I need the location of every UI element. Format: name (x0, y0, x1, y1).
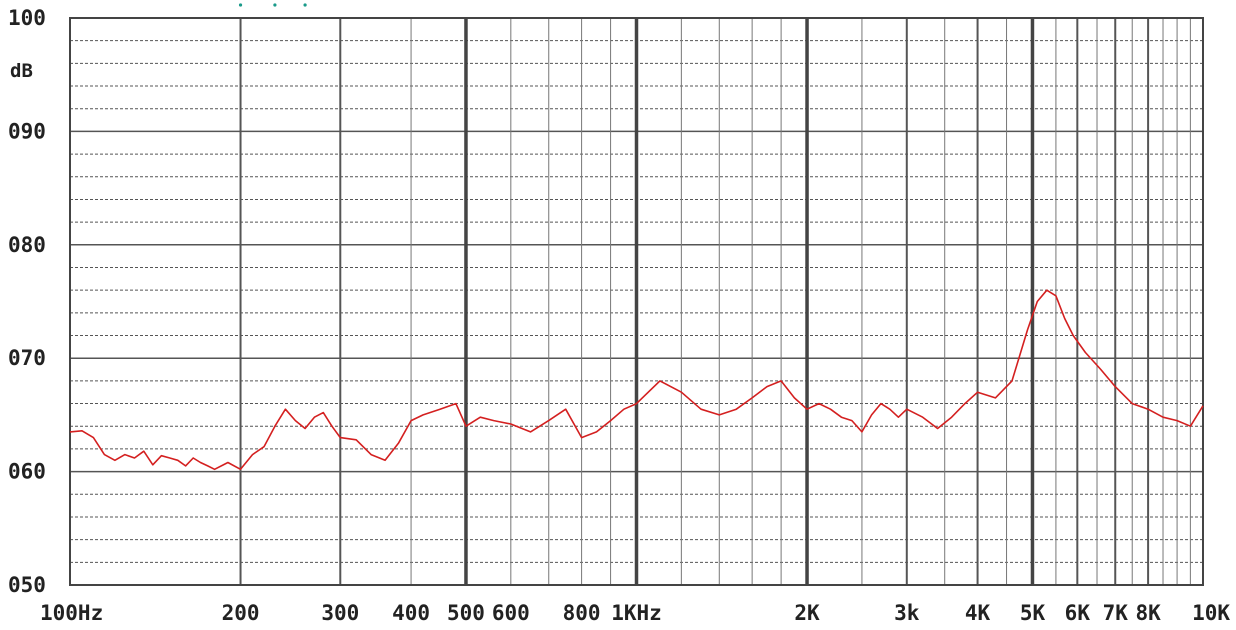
y-tick-label: 100 (8, 6, 46, 30)
trace-point (273, 3, 277, 7)
x-tick-label: 2K (794, 601, 820, 625)
response-curve (69, 289, 1204, 471)
x-tick-label: 800 (563, 601, 601, 625)
y-tick-label: 090 (8, 119, 46, 143)
trace-marks (238, 3, 307, 7)
x-tick-label: 4K (965, 601, 991, 625)
y-tick-label: 080 (8, 233, 46, 257)
plot-border (69, 17, 1204, 586)
major-grid (70, 18, 1203, 585)
x-axis-ticks: 100Hz 200 300 400 500 600 800 1KHz 2K 3k 4K 5K 6K 7K 8… (40, 601, 1230, 625)
x-tick-label: 300 (321, 601, 359, 625)
x-tick-label: 8K (1135, 601, 1161, 625)
x-tick-label: 1KHz (611, 601, 662, 625)
y-tick-label: 050 (8, 573, 46, 597)
trace-point (238, 3, 243, 7)
x-tick-label: 400 (392, 601, 430, 625)
x-tick-label: 500 (447, 601, 485, 625)
x-tick-label: 5K (1020, 601, 1046, 625)
x-tick-label: 600 (492, 601, 530, 625)
x-tick-label: 3k (894, 601, 920, 625)
y-axis-unit-label: dB (10, 60, 33, 82)
x-tick-label: 100Hz (40, 601, 103, 625)
y-axis-ticks: 100 090 080 070 060 050 (8, 6, 46, 597)
y-tick-label: 070 (8, 346, 46, 370)
y-tick-label: 060 (8, 460, 46, 484)
x-tick-label: 10K (1192, 601, 1230, 625)
trace-point (303, 3, 307, 7)
x-tick-label: 7K (1103, 601, 1129, 625)
x-tick-label: 200 (222, 601, 260, 625)
series-line-1 (69, 289, 1204, 471)
x-tick-label: 6K (1065, 601, 1091, 625)
plot-frame (69, 17, 1204, 586)
